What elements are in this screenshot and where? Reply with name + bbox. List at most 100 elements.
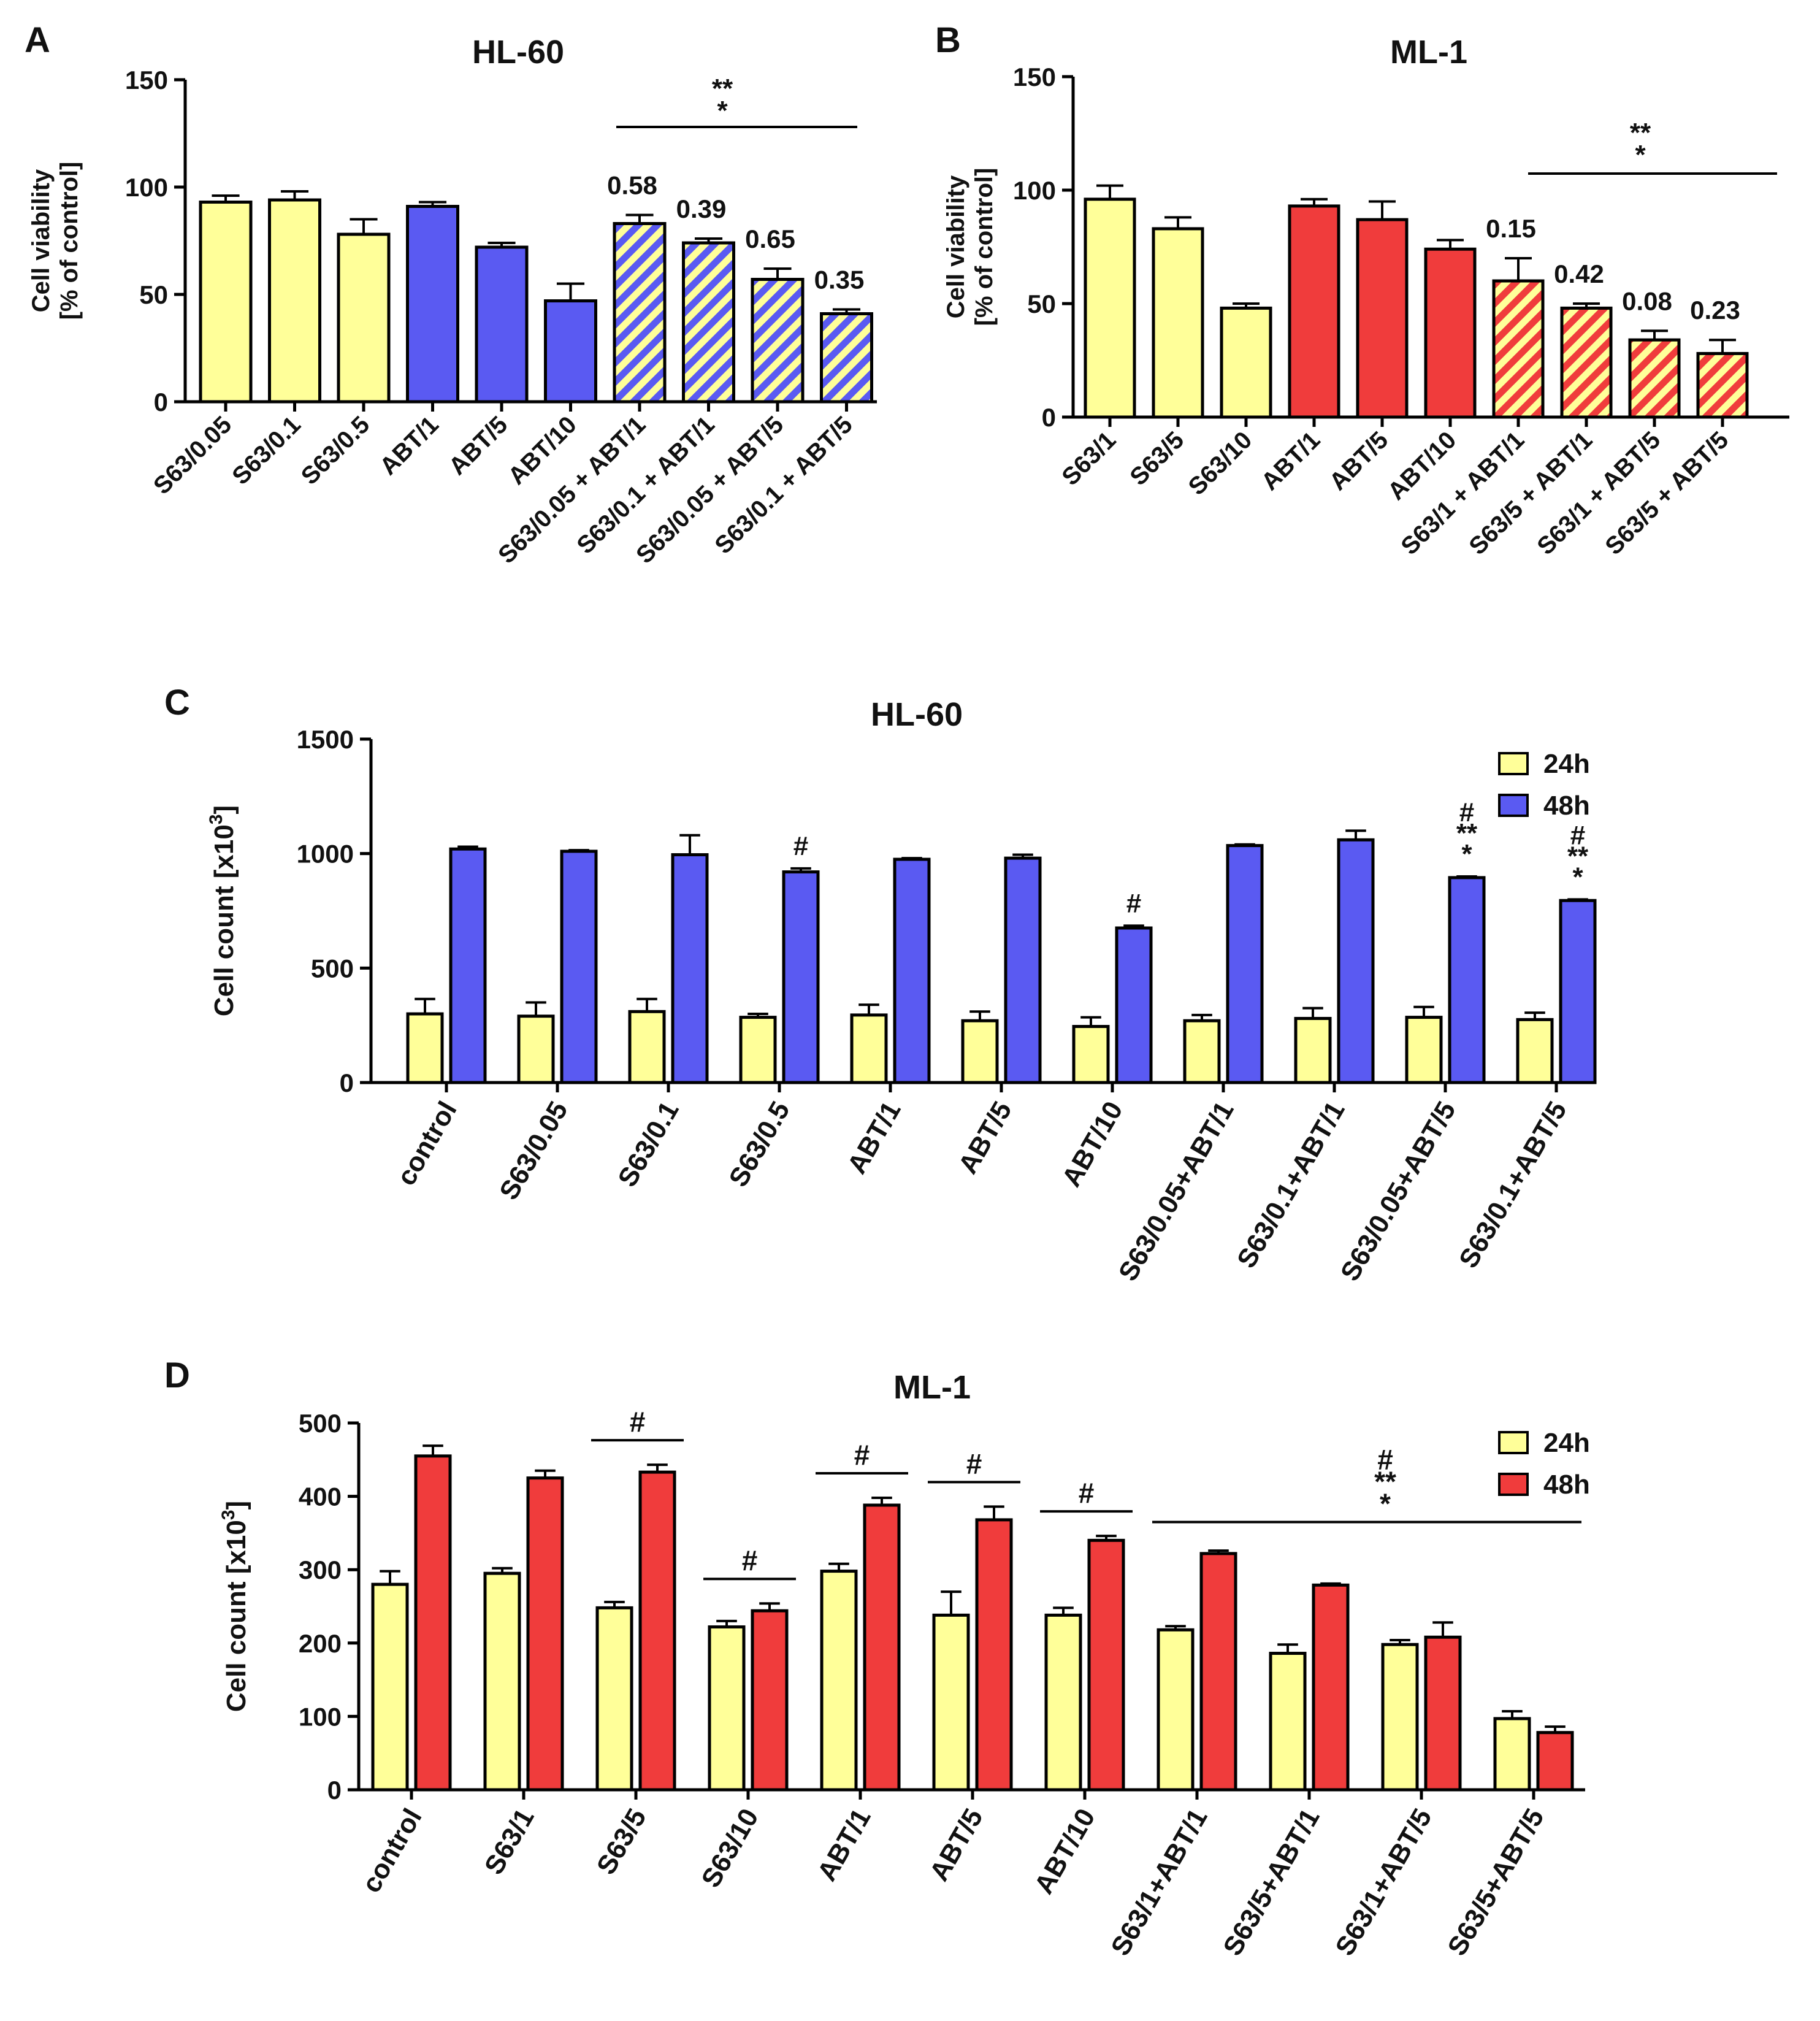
panel-b-bar <box>1288 204 1340 419</box>
panel-c-legend-swatch-48h <box>1498 794 1529 817</box>
panel-d-bar-24h <box>371 1582 409 1792</box>
panel-a-bar <box>544 299 597 404</box>
panel-b-x-tick-label: S63/10 <box>1183 426 1258 500</box>
panel-d-bar-48h <box>863 1503 901 1792</box>
panel-d-bar-48h <box>1312 1583 1350 1792</box>
panel-d-x-tick-label: S63/5+ABT/5 <box>1442 1804 1550 1961</box>
panel-b-ci-label: 0.42 <box>1554 259 1604 288</box>
panel-d-bar-48h <box>1199 1552 1237 1792</box>
panel-c-significance-mark: * <box>1461 839 1472 869</box>
panel-a-bar <box>820 312 873 404</box>
panel-b-y-tick-label: 150 <box>1013 63 1056 91</box>
panel-c-bar-24h <box>406 1012 444 1084</box>
panel-d-letter: D <box>164 1356 190 1395</box>
panel-c-x-tick-label: ABT/10 <box>1056 1097 1128 1192</box>
panel-c-legend-label: 48h <box>1543 791 1590 821</box>
panel-b-y-tick-label: 100 <box>1013 176 1056 205</box>
panel-c-x-tick-label: S63/0.05 <box>494 1097 574 1205</box>
panel-c-y-label: Cell count [x103] <box>206 805 239 1016</box>
panel-d-significance-mark: # <box>1079 1477 1095 1509</box>
panel-b-bar <box>1220 306 1272 419</box>
panel-c-bar-24h <box>517 1014 555 1084</box>
panel-a-bar <box>751 278 805 404</box>
panel-d-significance-mark: # <box>630 1406 646 1438</box>
panel-b-bar <box>1424 247 1477 419</box>
panel-b-title: ML-1 <box>1390 34 1467 71</box>
panel-d-legend-swatch-48h <box>1498 1473 1529 1496</box>
panel-c-x-tick-label: S63/0.5 <box>723 1097 795 1192</box>
panel-a-y-tick-label: 50 <box>139 280 168 309</box>
panel-c-bar-48h <box>560 849 598 1084</box>
panel-c-bar-48h <box>671 853 709 1084</box>
panel-b-x-tick-label: S63/1 + ABT/5 <box>1532 426 1665 560</box>
panel-c-significance-mark: # <box>793 831 808 861</box>
panel-c-x-tick-label: S63/0.1 <box>612 1097 684 1192</box>
panel-c-legend-swatch-24h <box>1498 752 1529 775</box>
panel-d-y-tick-label: 300 <box>299 1555 342 1584</box>
panel-c-bar-48h <box>1226 844 1264 1084</box>
panel-d-bar-24h <box>1269 1652 1307 1792</box>
panel-a-title: HL-60 <box>472 34 564 71</box>
panel-a-bar <box>613 222 667 404</box>
panel-d-title: ML-1 <box>893 1369 971 1406</box>
panel-d-bar-24h <box>820 1570 858 1792</box>
panel-d-significance-mark: # <box>854 1439 870 1471</box>
panel-c-bar-48h <box>1559 899 1597 1084</box>
panel-c-x-tick-label: ABT/5 <box>953 1097 1018 1179</box>
panel-b-y-label: Cell viability <box>942 175 969 318</box>
panel-d-bar-48h <box>638 1470 676 1792</box>
panel-d-bar-48h <box>526 1476 564 1792</box>
panel-a-x-tick-label: S63/0.1 <box>227 411 306 490</box>
panel-c-bar-48h <box>893 857 931 1084</box>
panel-c-bar-24h <box>1405 1016 1443 1084</box>
panel-d-significance-mark: # <box>966 1448 982 1479</box>
panel-a-ci-label: 0.58 <box>607 171 657 200</box>
panel-c-bar-24h <box>1183 1019 1221 1084</box>
panel-d-bar-24h <box>1044 1613 1082 1792</box>
panel-c-y-tick-label: 0 <box>340 1068 354 1097</box>
panel-a-bar <box>475 245 529 404</box>
panel-c-x-tick-label: S63/0.1+ABT/1 <box>1231 1097 1351 1273</box>
panel-c-significance-mark: * <box>1572 862 1583 892</box>
panel-b-y-label: [% of control] <box>971 168 998 326</box>
panel-c-y-tick-label: 1000 <box>297 840 354 869</box>
panel-d-y-label: Cell count [x103] <box>218 1501 251 1712</box>
panel-a-ci-label: 0.35 <box>814 266 865 294</box>
panel-d-x-tick-label: control <box>356 1804 428 1898</box>
panel-d-bar-24h <box>1381 1643 1419 1792</box>
panel-b-ci-label: 0.15 <box>1486 214 1536 243</box>
panel-d-bar-24h <box>1493 1717 1531 1792</box>
panel-d-bar-48h <box>414 1454 452 1792</box>
panel-c-bar-24h <box>850 1013 888 1084</box>
panel-c-y-tick-label: 1500 <box>297 725 354 754</box>
panel-d-x-tick-label: ABT/5 <box>924 1804 989 1887</box>
panel-d-y-tick-label: 0 <box>327 1776 342 1804</box>
panel-a-y-label: [% of control] <box>56 162 83 320</box>
panel-c-bar-48h <box>1337 838 1375 1084</box>
panel-a-ci-label: 0.39 <box>676 194 727 223</box>
panel-d-significance-mark: # <box>742 1544 758 1576</box>
panel-d-y-tick-label: 400 <box>299 1482 342 1511</box>
panel-a-bar <box>682 241 735 404</box>
panel-d-bar-24h <box>932 1613 970 1792</box>
panel-d-y-tick-label: 100 <box>299 1702 342 1731</box>
panel-a-y-tick-label: 0 <box>154 388 168 416</box>
panel-a-y-label: Cell viability <box>28 169 55 312</box>
panel-d-bar-48h <box>1424 1635 1462 1792</box>
panel-d-significance-mark: # <box>1377 1443 1393 1475</box>
panel-b-letter: B <box>935 20 961 60</box>
panel-b-bar <box>1152 227 1204 419</box>
panel-c-legend-label: 24h <box>1543 749 1590 779</box>
panel-d-x-tick-label: ABT/10 <box>1028 1804 1101 1900</box>
panel-b-significance-mark: * <box>1635 140 1646 170</box>
panel-a-bar <box>199 201 253 404</box>
panel-b-bar <box>1356 218 1409 419</box>
panel-d-y-tick-label: 500 <box>299 1409 342 1438</box>
panel-c-bar-24h <box>961 1019 999 1084</box>
panel-c-y-tick-label: 500 <box>311 954 354 983</box>
panel-d-significance-mark: * <box>1380 1487 1391 1519</box>
panel-d-x-tick-label: S63/1+ABT/5 <box>1329 1804 1437 1961</box>
panel-d-bar-24h <box>708 1625 746 1792</box>
panel-b-ci-label: 0.08 <box>1622 286 1672 315</box>
